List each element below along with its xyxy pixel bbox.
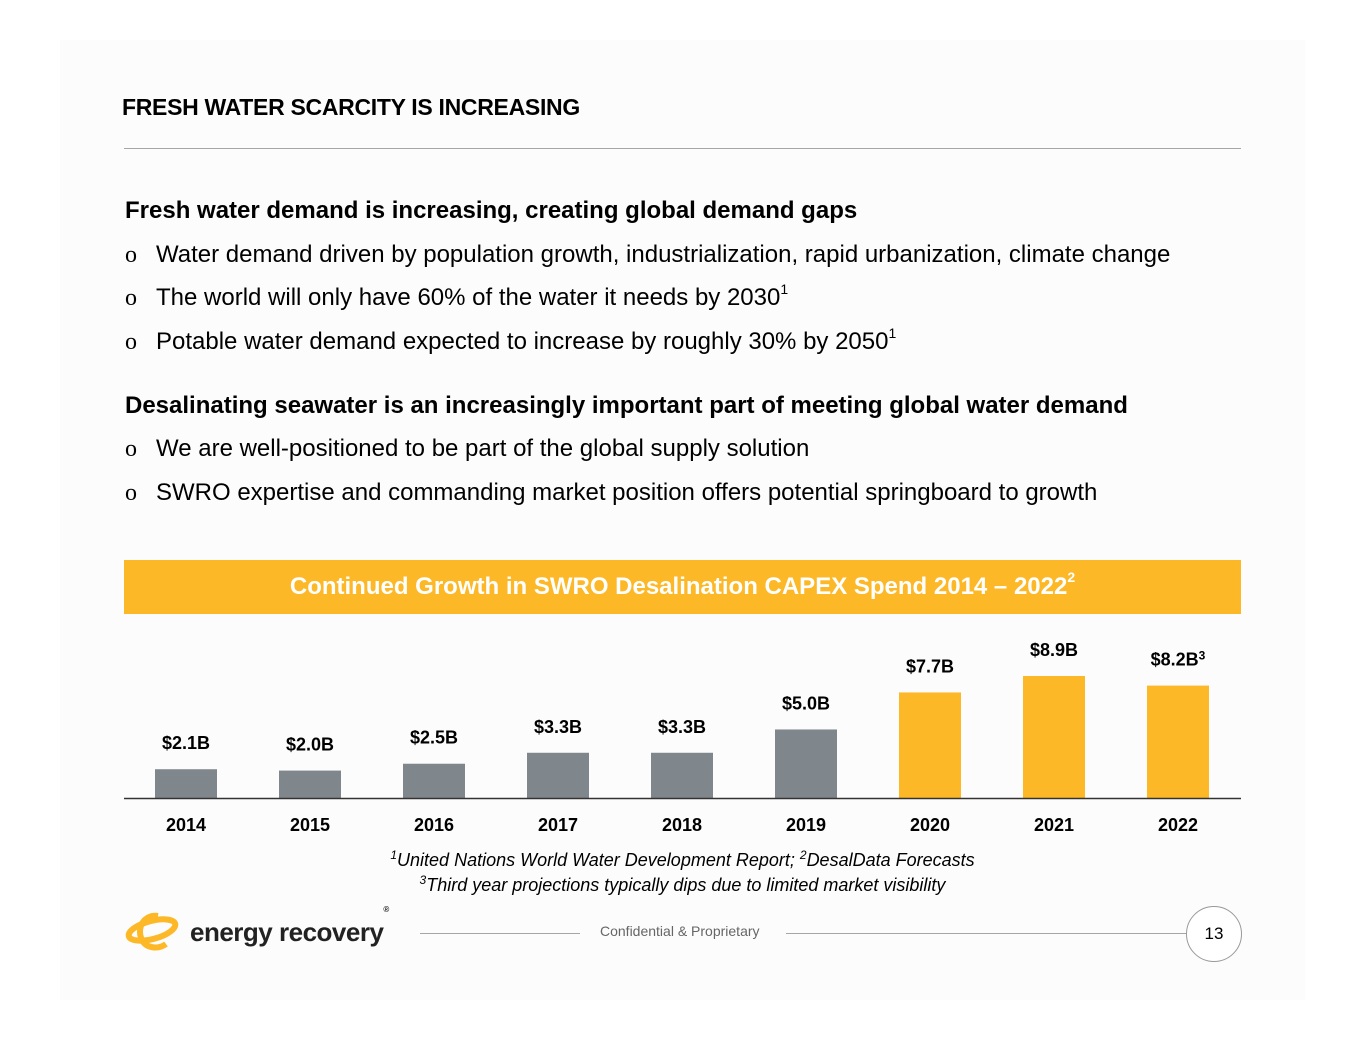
slide-background (60, 40, 1305, 1000)
footnote-text: Third year projections typically dips du… (426, 875, 946, 895)
footer-divider (786, 933, 1186, 934)
footnote-ref: 2 (799, 848, 807, 862)
logo-wordmark: energy recovery (190, 916, 384, 947)
bullet-marker: o (125, 436, 137, 462)
data-label: $5.0B (782, 693, 830, 713)
footer-divider (420, 933, 580, 934)
footnote-line-2: 3Third year projections typically dips d… (0, 873, 1365, 896)
data-label: $3.3B (658, 717, 706, 737)
bar-chart: $2.1B 2014 $2.0B 2015 $2.5B 2016 $3.3B 2017 $3.3… (124, 640, 1241, 835)
bullet-text: Potable water demand expected to increas… (156, 328, 889, 355)
section2-heading: Desalinating seawater is an increasingly… (125, 392, 1128, 419)
bar-2020 (899, 692, 961, 798)
bar-2022 (1147, 685, 1209, 798)
data-label: $8.9B (1030, 640, 1078, 660)
x-tick-label: 2019 (786, 815, 826, 835)
section1-heading: Fresh water demand is increasing, creati… (125, 197, 858, 224)
bar-2016 (403, 763, 465, 798)
bullet-item: o We are well-positioned to be part of th… (125, 435, 809, 463)
data-label: $8.2B3 (1151, 649, 1206, 670)
data-label: $2.5B (410, 728, 458, 748)
company-logo: energy recovery ® (124, 905, 389, 954)
logo-text: energy recovery ® (190, 905, 389, 948)
x-tick-label: 2021 (1034, 815, 1074, 835)
footnote-text: DesalData Forecasts (806, 850, 975, 870)
bar-2015 (279, 770, 341, 798)
registered-mark: ® (383, 904, 389, 914)
bullet-text: Water demand driven by population growth… (156, 241, 1171, 268)
x-tick-label: 2017 (538, 815, 578, 835)
footnote-ref: 1 (780, 281, 789, 297)
x-tick-label: 2018 (662, 815, 702, 835)
x-tick-label: 2022 (1158, 815, 1198, 835)
bullet-item: o Water demand driven by population growt… (125, 241, 1170, 269)
title-divider (124, 148, 1241, 149)
data-label: $7.7B (906, 656, 954, 676)
data-label: $2.1B (162, 733, 210, 753)
bullet-item: o The world will only have 60% of the wat… (125, 281, 789, 312)
page-title: FRESH WATER SCARCITY IS INCREASING (122, 94, 580, 120)
x-tick-label: 2020 (910, 815, 950, 835)
bar-2017 (527, 752, 589, 798)
logo-swirl-icon (125, 912, 179, 951)
x-tick-label: 2014 (166, 815, 206, 835)
bar-2014 (155, 769, 217, 798)
bullet-item: o SWRO expertise and commanding market po… (125, 479, 1097, 507)
bullet-marker: o (125, 242, 137, 268)
footnote-ref: 2 (1067, 569, 1076, 585)
data-label: $3.3B (534, 717, 582, 737)
footnote-ref: 1 (888, 325, 897, 341)
footnote-ref: 1 (390, 848, 398, 862)
bar-2019 (775, 729, 837, 798)
bullet-marker: o (125, 480, 137, 506)
bullet-item: o Potable water demand expected to increa… (125, 325, 897, 356)
chart-title-banner: Continued Growth in SWRO Desalination CA… (124, 560, 1241, 614)
footnote-line-1: 1United Nations World Water Development … (0, 848, 1365, 871)
bullet-text: SWRO expertise and commanding market pos… (156, 479, 1098, 506)
footnote-ref: 3 (419, 873, 427, 887)
bar-2021 (1023, 676, 1085, 798)
x-tick-label: 2016 (414, 815, 454, 835)
bullet-marker: o (125, 329, 137, 355)
x-tick-label: 2015 (290, 815, 330, 835)
data-label: $2.0B (286, 735, 334, 755)
footnote-text: United Nations World Water Development R… (397, 850, 800, 870)
bullet-marker: o (125, 285, 137, 311)
bar-2018 (651, 752, 713, 798)
bullet-text: The world will only have 60% of the wate… (156, 284, 781, 311)
confidential-label: Confidential & Proprietary (600, 923, 760, 939)
page-number: 13 (1186, 906, 1242, 962)
chart-title: Continued Growth in SWRO Desalination CA… (289, 573, 1068, 600)
bullet-text: We are well-positioned to be part of the… (156, 435, 810, 462)
